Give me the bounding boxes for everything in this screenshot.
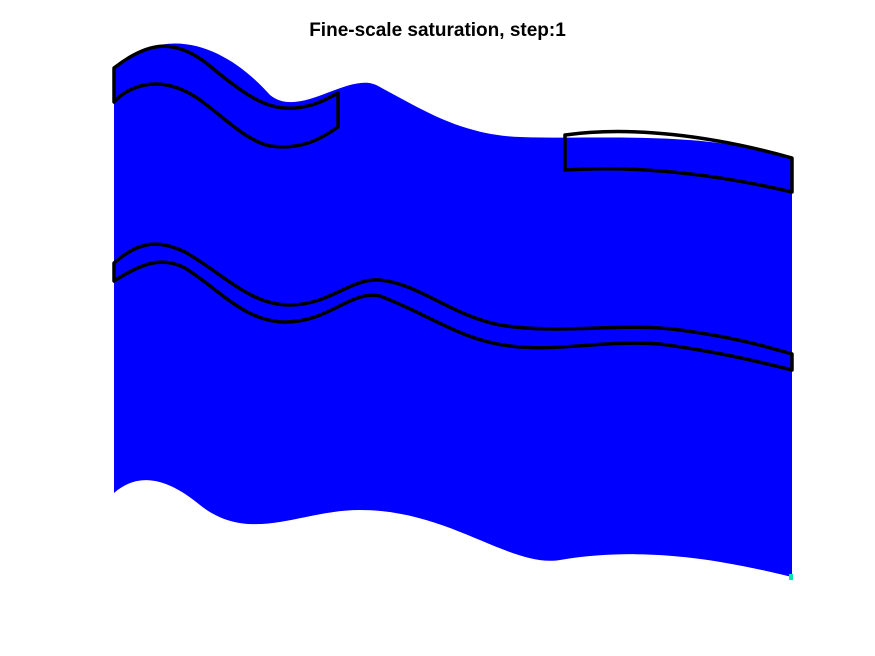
lens-outline-top-right xyxy=(563,129,794,194)
figure-title: Fine-scale saturation, step:1 xyxy=(309,20,566,41)
corner-cell xyxy=(789,574,793,580)
layer-outline-middle xyxy=(112,242,794,372)
lens-outline-top-left xyxy=(112,44,340,149)
